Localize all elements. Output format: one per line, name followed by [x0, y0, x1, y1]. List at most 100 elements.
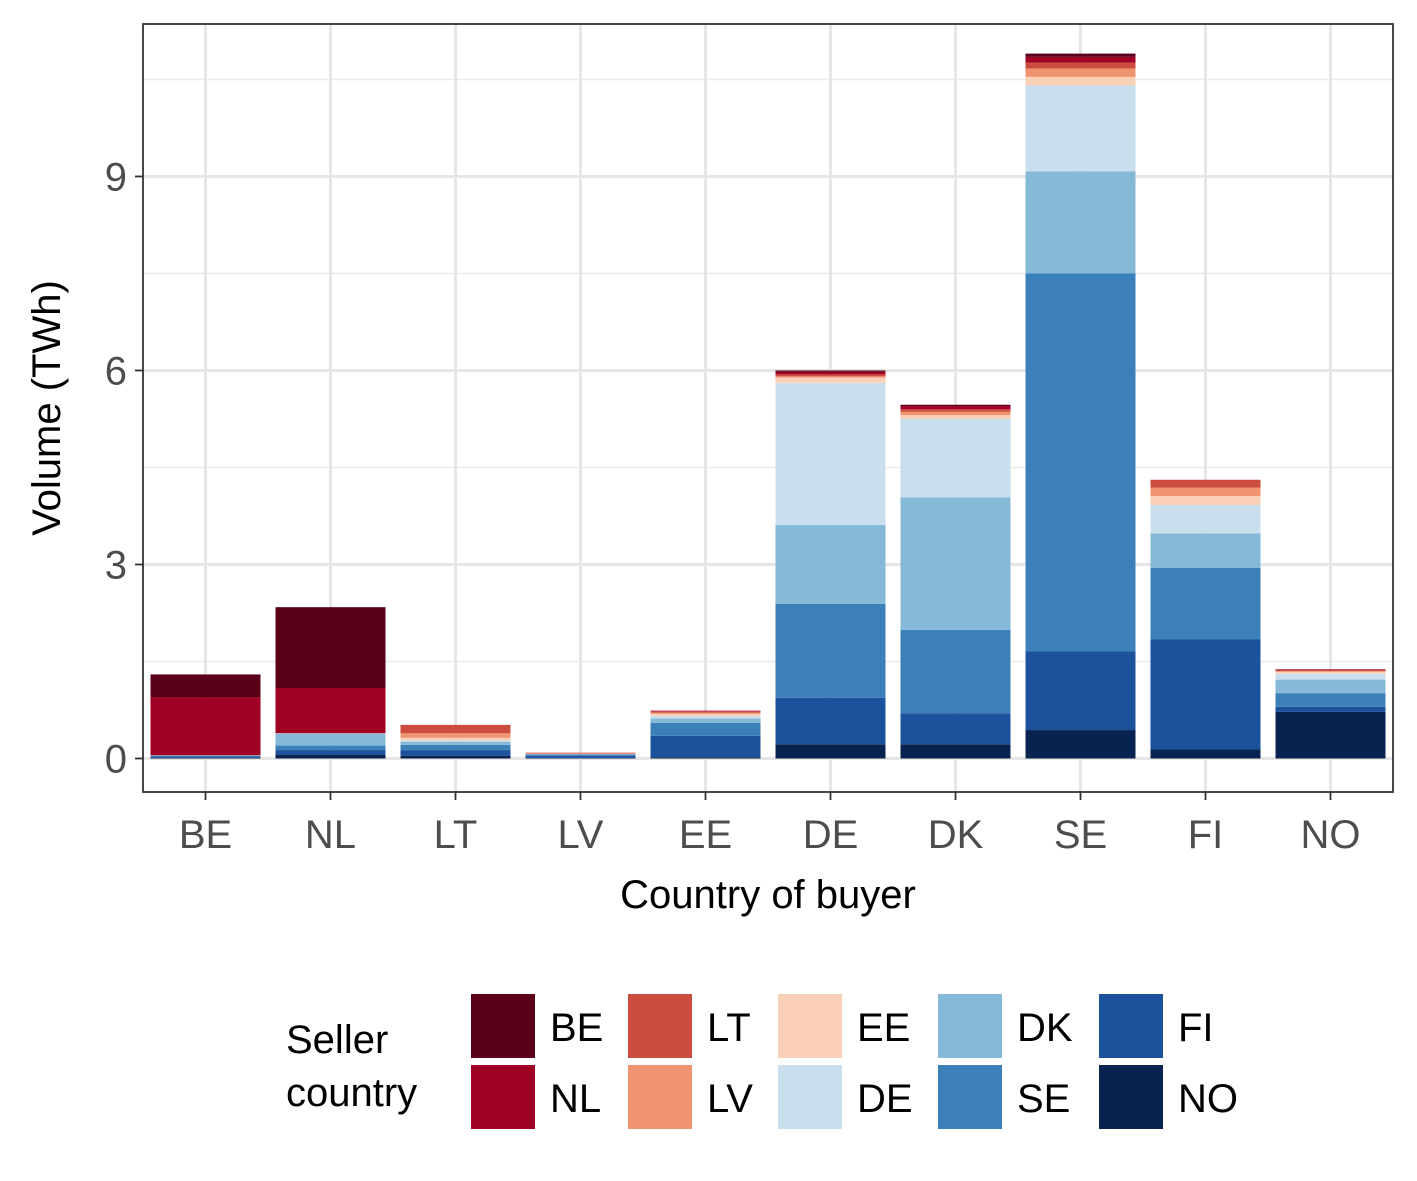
- bar-stack-lv: [525, 752, 636, 759]
- bar-segment-de: [900, 418, 1011, 498]
- bar-segment-ee: [1025, 76, 1136, 86]
- legend-label: LT: [707, 1006, 751, 1050]
- x-tick-label: EE: [679, 813, 732, 857]
- legend-swatch: [936, 992, 1004, 1060]
- bar-segment-dk: [150, 755, 261, 756]
- bar-segment-lv: [900, 411, 1011, 416]
- bar-segment-fi: [1025, 651, 1136, 731]
- bar-segment-fi: [400, 750, 511, 756]
- legend-label: LV: [707, 1077, 753, 1121]
- bar-stack-fi: [1150, 479, 1261, 759]
- bar-segment-lt: [650, 711, 761, 713]
- legend: Seller country BE NL LT LV EE DE DK SE FI NO: [286, 992, 1238, 1131]
- bar-stack-de: [775, 370, 886, 759]
- legend-item-ee: EE: [776, 992, 910, 1060]
- bar-segment-be: [275, 607, 386, 689]
- legend-label: SE: [1017, 1077, 1070, 1121]
- bars: [150, 53, 1386, 759]
- x-axis: BE NL LT LV EE DE DK SE FI NO: [179, 792, 1361, 857]
- bar-segment-ee: [1275, 671, 1386, 674]
- y-axis: 0 3 6 9: [105, 155, 143, 782]
- bar-segment-lt: [1025, 62, 1136, 69]
- bar-segment-dk: [525, 753, 636, 755]
- legend-swatch: [626, 1063, 694, 1131]
- legend-item-nl: NL: [469, 1063, 601, 1131]
- bar-segment-no: [275, 754, 386, 759]
- legend-item-fi: FI: [1097, 992, 1214, 1060]
- bar-segment-no: [525, 757, 636, 759]
- bar-segment-fi: [150, 756, 261, 758]
- bar-segment-dk: [400, 741, 511, 745]
- bar-segment-de: [1150, 504, 1261, 534]
- bar-segment-lt: [900, 409, 1011, 412]
- x-tick-label: SE: [1054, 813, 1107, 857]
- bar-segment-ee: [1150, 495, 1261, 505]
- bar-segment-de: [275, 733, 386, 734]
- bar-segment-se: [1150, 567, 1261, 640]
- bar-stack-be: [150, 674, 261, 759]
- bar-segment-no: [650, 757, 761, 759]
- legend-swatch: [776, 1063, 844, 1131]
- bar-segment-dk: [650, 718, 761, 723]
- y-axis-title: Volume (TWh): [25, 280, 69, 536]
- legend-swatch: [469, 992, 537, 1060]
- bar-segment-dk: [775, 525, 886, 604]
- legend-swatch: [776, 992, 844, 1060]
- bar-stack-lt: [400, 724, 511, 759]
- bar-segment-lv: [1275, 671, 1386, 672]
- legend-swatch: [626, 992, 694, 1060]
- bar-segment-se: [1025, 273, 1136, 652]
- bar-segment-nl: [1025, 56, 1136, 63]
- legend-label: FI: [1178, 1006, 1214, 1050]
- bar-segment-lt: [400, 724, 511, 734]
- bar-segment-se: [650, 722, 761, 736]
- legend-item-be: BE: [469, 992, 603, 1060]
- bar-segment-se: [900, 629, 1011, 714]
- legend-label: DE: [857, 1077, 913, 1121]
- bar-stack-ee: [650, 710, 761, 759]
- legend-swatch: [1097, 1063, 1165, 1131]
- bar-segment-de: [400, 740, 511, 742]
- legend-swatch: [469, 1063, 537, 1131]
- legend-keys: BE NL LT LV EE DE DK SE FI NO: [469, 992, 1238, 1131]
- legend-item-se: SE: [936, 1063, 1070, 1131]
- bar-segment-lt: [775, 374, 886, 377]
- bar-segment-be: [775, 370, 886, 372]
- y-tick-label: 6: [105, 349, 127, 393]
- bar-stack-nl: [275, 607, 386, 759]
- x-tick-label: DK: [928, 813, 984, 857]
- bar-segment-fi: [1275, 706, 1386, 712]
- legend-label: DK: [1017, 1006, 1073, 1050]
- bar-segment-fi: [525, 755, 636, 758]
- bar-segment-fi: [1150, 639, 1261, 750]
- bar-segment-no: [1150, 749, 1261, 759]
- bar-segment-no: [1025, 730, 1136, 759]
- bar-segment-ee: [400, 737, 511, 741]
- bar-segment-lv: [650, 712, 761, 714]
- bar-segment-nl: [275, 688, 386, 734]
- bar-segment-lv: [775, 376, 886, 378]
- x-tick-label: LT: [434, 813, 478, 857]
- x-tick-label: DE: [803, 813, 859, 857]
- bar-segment-se: [775, 603, 886, 698]
- bar-segment-fi: [275, 750, 386, 755]
- bar-segment-lv: [1150, 487, 1261, 496]
- legend-label: NL: [550, 1077, 601, 1121]
- bar-segment-se: [275, 745, 386, 751]
- bar-segment-lt: [1150, 479, 1261, 488]
- bar-segment-be: [1025, 53, 1136, 57]
- bar-segment-nl: [1275, 669, 1386, 670]
- legend-title-line-1: Seller: [286, 1018, 388, 1062]
- legend-item-de: DE: [776, 1063, 913, 1131]
- legend-item-dk: DK: [936, 992, 1073, 1060]
- bar-segment-fi: [900, 713, 1011, 745]
- x-axis-title: Country of buyer: [620, 873, 916, 917]
- bar-stack-dk: [900, 404, 1011, 759]
- bar-segment-nl: [150, 697, 261, 756]
- bar-segment-be: [150, 674, 261, 698]
- x-tick-label: BE: [179, 813, 232, 857]
- plot-border: [142, 23, 1394, 793]
- bar-stack-no: [1275, 669, 1386, 759]
- x-tick-label: NO: [1301, 813, 1361, 857]
